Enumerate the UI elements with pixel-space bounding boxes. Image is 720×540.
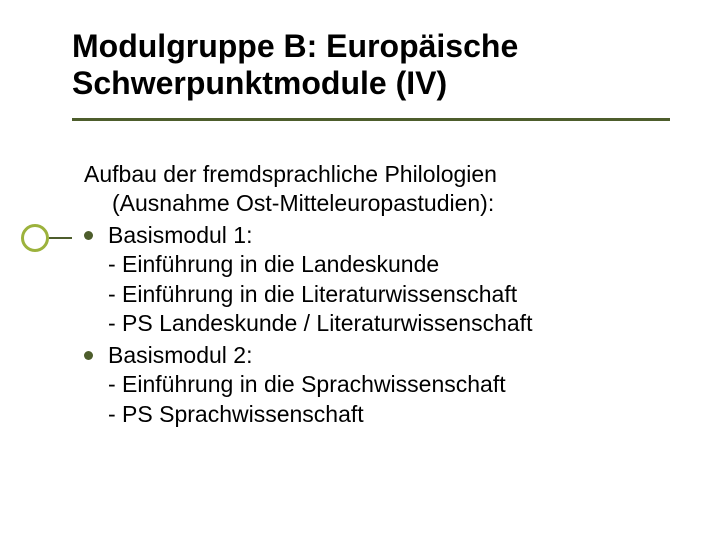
bullet-subline: - PS Landeskunde / Literaturwissenschaft — [108, 309, 674, 338]
title-block: Modulgruppe B: Europäische Schwerpunktmo… — [72, 28, 672, 102]
bullet-content: Basismodul 2: - Einführung in die Sprach… — [108, 341, 674, 429]
bullet-icon — [84, 231, 93, 240]
list-item: Basismodul 1: - Einführung in die Landes… — [84, 221, 674, 339]
bullet-icon — [84, 351, 93, 360]
slide: Modulgruppe B: Europäische Schwerpunktmo… — [0, 0, 720, 540]
intro-line-2: (Ausnahme Ost-Mitteleuropastudien): — [84, 190, 494, 216]
intro-text: Aufbau der fremdsprachliche Philologien … — [84, 160, 674, 219]
bullet-label: Basismodul 1: — [108, 222, 252, 248]
bullet-subline: - PS Sprachwissenschaft — [108, 400, 674, 429]
bullet-subline: - Einführung in die Landeskunde — [108, 250, 674, 279]
bullet-subline: - Einführung in die Sprachwissenschaft — [108, 370, 674, 399]
accent-connector-line — [49, 237, 72, 239]
bullet-label: Basismodul 2: — [108, 342, 252, 368]
bullet-content: Basismodul 1: - Einführung in die Landes… — [108, 221, 674, 339]
title-underline — [72, 118, 670, 121]
accent-circle-icon — [21, 224, 49, 252]
slide-title: Modulgruppe B: Europäische Schwerpunktmo… — [72, 28, 672, 102]
intro-line-1: Aufbau der fremdsprachliche Philologien — [84, 161, 497, 187]
list-item: Basismodul 2: - Einführung in die Sprach… — [84, 341, 674, 429]
body-content: Aufbau der fremdsprachliche Philologien … — [84, 160, 674, 429]
bullet-subline: - Einführung in die Literaturwissenschaf… — [108, 280, 674, 309]
